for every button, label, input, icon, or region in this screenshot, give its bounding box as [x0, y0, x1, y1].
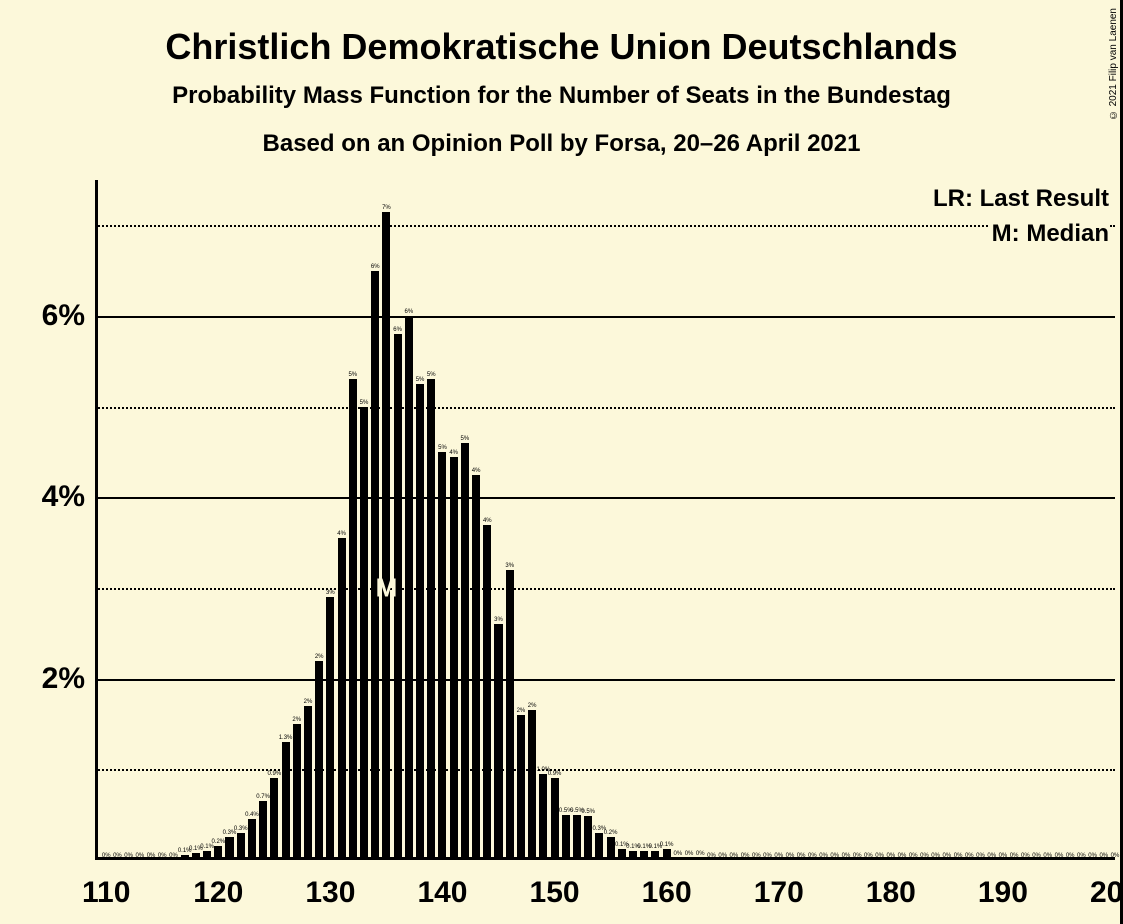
bar-label: 0.9%	[548, 771, 562, 778]
chart-title: Christlich Demokratische Union Deutschla…	[0, 26, 1123, 68]
grid-major	[95, 497, 1115, 499]
ytick-label: 4%	[42, 480, 95, 514]
pmf-bar: 3%	[506, 570, 514, 860]
x-axis	[95, 857, 1115, 860]
grid-minor	[95, 407, 1115, 409]
pmf-bar: 5%	[416, 384, 424, 860]
pmf-bar: 5%	[349, 379, 357, 860]
bar-label: 7%	[382, 205, 391, 212]
pmf-bar: 1.3%	[282, 742, 290, 860]
pmf-bar: 4%	[450, 457, 458, 860]
xtick-label: 150	[530, 860, 580, 910]
xtick-label: 140	[417, 860, 467, 910]
grid-minor	[95, 769, 1115, 771]
pmf-bar: 3%	[326, 597, 334, 860]
bar-label: 3%	[494, 617, 503, 624]
bar-label: 5%	[461, 436, 470, 443]
plot-area: 2%4%6%0%0%0%0%0%0%0%0.1%0.1%0.1%0.2%0.3%…	[95, 180, 1115, 860]
bar-label: 6%	[404, 309, 413, 316]
bar-label: 6%	[371, 264, 380, 271]
bar-label: 4%	[337, 531, 346, 538]
pmf-bar: 0.9%	[270, 778, 278, 860]
pmf-bar: 3%	[494, 624, 502, 860]
pmf-bar: 6%	[371, 271, 379, 860]
pmf-bar: 4%	[483, 525, 491, 860]
bar-label: 5%	[427, 372, 436, 379]
chart-subtitle-2: Based on an Opinion Poll by Forsa, 20–26…	[0, 130, 1123, 158]
grid-minor	[95, 225, 1115, 227]
pmf-bar: 5%	[427, 379, 435, 860]
grid-major	[95, 679, 1115, 681]
bar-label: 3%	[505, 563, 514, 570]
bar-label: 2%	[528, 703, 537, 710]
pmf-bar: 5%	[461, 443, 469, 860]
pmf-bar: 1.0%	[539, 774, 547, 860]
grid-major	[95, 316, 1115, 318]
legend-last-result: LR: Last Result	[929, 185, 1109, 213]
ytick-label: 6%	[42, 299, 95, 333]
pmf-bar: 0.5%	[573, 815, 581, 860]
bar-label: 3%	[326, 590, 335, 597]
pmf-bar: 0.5%	[584, 816, 592, 860]
pmf-bar: 0.4%	[248, 819, 256, 860]
pmf-bar: 0.3%	[595, 833, 603, 860]
bar-label: 2%	[315, 654, 324, 661]
xtick-label: 110	[82, 860, 130, 910]
pmf-bar: 7%	[382, 212, 390, 860]
bar-label: 1.3%	[279, 735, 293, 742]
bar-label: 0.5%	[581, 809, 595, 816]
bar-label: 0.7%	[256, 794, 270, 801]
pmf-bar: 4%	[472, 475, 480, 860]
bar-label: 5%	[360, 400, 369, 407]
pmf-bar: 0.7%	[259, 801, 267, 860]
pmf-bar: 5%	[438, 452, 446, 860]
pmf-bar: 0.3%	[237, 833, 245, 860]
bar-label: 5%	[348, 372, 357, 379]
median-marker: M	[376, 573, 398, 604]
legend-median: M: Median	[988, 220, 1109, 248]
pmf-bar: 2%	[528, 710, 536, 860]
pmf-bar: 2%	[304, 706, 312, 860]
bar-label: 4%	[483, 518, 492, 525]
pmf-bar: 0.5%	[562, 815, 570, 860]
bar-label: 5%	[416, 377, 425, 384]
y-axis	[95, 180, 98, 860]
pmf-bar: 0.9%	[551, 778, 559, 860]
bar-label: 5%	[438, 445, 447, 452]
bar-label: 0.1%	[660, 842, 674, 849]
bar-label: 2%	[517, 708, 526, 715]
pmf-bar: 2%	[293, 724, 301, 860]
chart-container: © 2021 Filip van Laenen Christlich Demok…	[0, 0, 1123, 924]
bar-label: 0.9%	[267, 771, 281, 778]
bar-label: 0.4%	[245, 812, 259, 819]
bar-label: 0.3%	[234, 826, 248, 833]
pmf-bar: 6%	[405, 316, 413, 860]
xtick-label: 180	[866, 860, 916, 910]
chart-subtitle-1: Probability Mass Function for the Number…	[0, 82, 1123, 110]
xtick-label: 160	[642, 860, 692, 910]
bar-label: 0.2%	[211, 839, 225, 846]
bar-label: 2%	[304, 699, 313, 706]
pmf-bar: 2%	[315, 661, 323, 860]
pmf-bar: 2%	[517, 715, 525, 860]
bar-label: 4%	[472, 468, 481, 475]
bar-label: 4%	[449, 450, 458, 457]
bar-label: 0.2%	[604, 830, 618, 837]
xtick-label: 200	[1090, 860, 1123, 910]
bar-label: 2%	[292, 717, 301, 724]
xtick-label: 190	[978, 860, 1028, 910]
ytick-label: 2%	[42, 662, 95, 696]
xtick-label: 130	[305, 860, 355, 910]
pmf-bar: 4%	[338, 538, 346, 860]
grid-minor	[95, 588, 1115, 590]
xtick-label: 170	[754, 860, 804, 910]
xtick-label: 120	[193, 860, 243, 910]
pmf-bar: 5%	[360, 407, 368, 860]
bar-label: 6%	[393, 327, 402, 334]
